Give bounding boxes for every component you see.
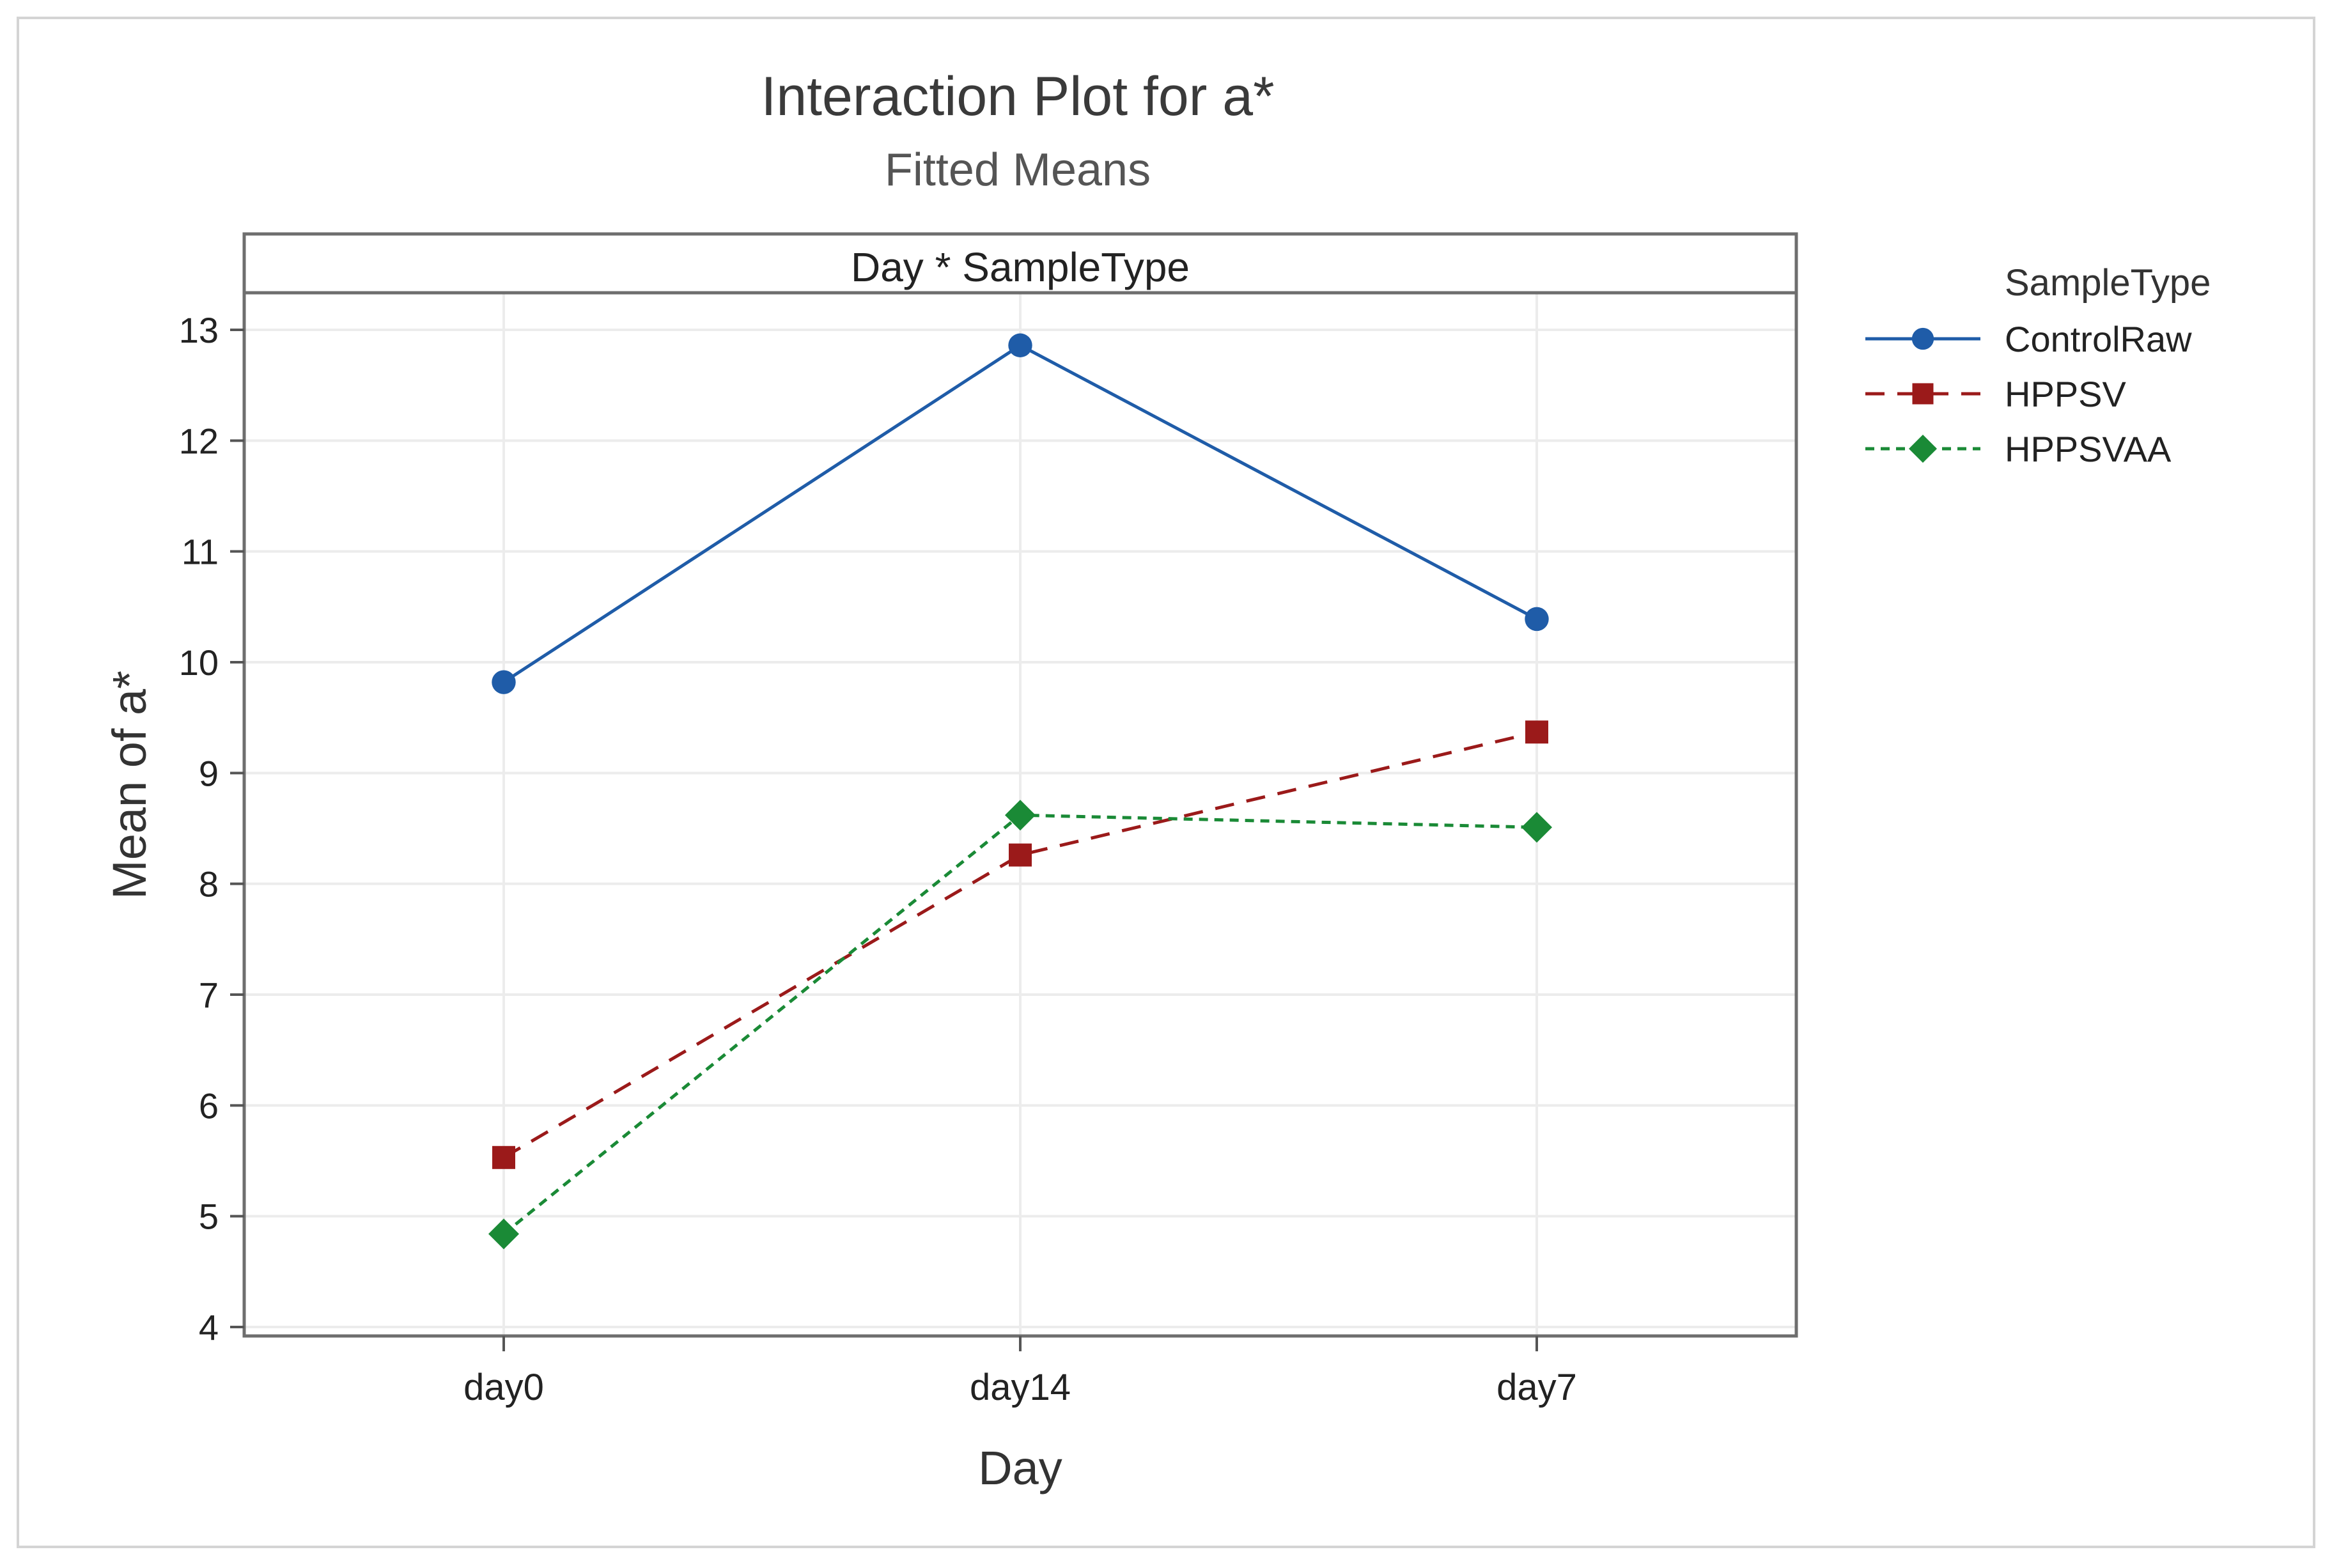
y-tick-label: 10 bbox=[179, 642, 219, 683]
y-tick-label: 8 bbox=[199, 864, 219, 904]
data-point bbox=[1525, 720, 1548, 744]
series-hppsv bbox=[492, 720, 1548, 1169]
legend-marker bbox=[1912, 383, 1934, 405]
series-line bbox=[502, 730, 1537, 1159]
panel-strip-label: Day * SampleType bbox=[851, 244, 1190, 290]
y-axis-label: Mean of a* bbox=[103, 671, 156, 899]
legend-title: SampleType bbox=[2005, 262, 2211, 304]
y-tick-label: 7 bbox=[199, 975, 219, 1015]
chart-subtitle: Fitted Means bbox=[885, 144, 1151, 196]
data-point bbox=[488, 1218, 519, 1250]
figure-border bbox=[17, 17, 2315, 1548]
data-point bbox=[492, 1145, 515, 1169]
x-tick-label: day0 bbox=[463, 1367, 544, 1408]
grid bbox=[244, 294, 1796, 1335]
y-tick-label: 11 bbox=[182, 532, 219, 572]
legend: SampleType ControlRaw HPPSV HPPSVAA bbox=[1865, 262, 2211, 469]
legend-item: HPPSVAA bbox=[1865, 429, 2172, 469]
legend-marker bbox=[1909, 435, 1937, 463]
axes: 4 5 6 7 8 9 10 11 12 13 day0 day14 day7 bbox=[179, 310, 1577, 1408]
y-tick-label: 9 bbox=[199, 753, 219, 793]
series-controlraw bbox=[492, 333, 1549, 694]
y-tick-label: 5 bbox=[199, 1197, 219, 1237]
y-tick-label: 4 bbox=[199, 1307, 219, 1347]
data-point bbox=[1008, 333, 1032, 357]
chart-title: Interaction Plot for a* bbox=[761, 66, 1274, 127]
x-tick-label: day7 bbox=[1496, 1367, 1577, 1408]
legend-label: HPPSVAA bbox=[2005, 429, 2172, 469]
y-tick-label: 13 bbox=[179, 310, 219, 350]
data-point bbox=[1521, 812, 1552, 843]
series-hppsvaa bbox=[488, 800, 1552, 1250]
data-point bbox=[492, 670, 516, 694]
legend-marker bbox=[1911, 327, 1934, 350]
data-point bbox=[1009, 843, 1032, 867]
y-tick-label: 12 bbox=[179, 421, 219, 461]
legend-item: ControlRaw bbox=[1865, 319, 2192, 359]
x-axis-label: Day bbox=[978, 1441, 1062, 1494]
data-point bbox=[1005, 800, 1036, 831]
series bbox=[488, 333, 1552, 1250]
legend-label: HPPSV bbox=[2005, 374, 2126, 414]
legend-label: ControlRaw bbox=[2005, 319, 2192, 359]
x-tick-label: day14 bbox=[970, 1367, 1071, 1408]
legend-item: HPPSV bbox=[1865, 374, 2126, 414]
data-point bbox=[1525, 607, 1549, 632]
y-tick-label: 6 bbox=[199, 1085, 219, 1126]
